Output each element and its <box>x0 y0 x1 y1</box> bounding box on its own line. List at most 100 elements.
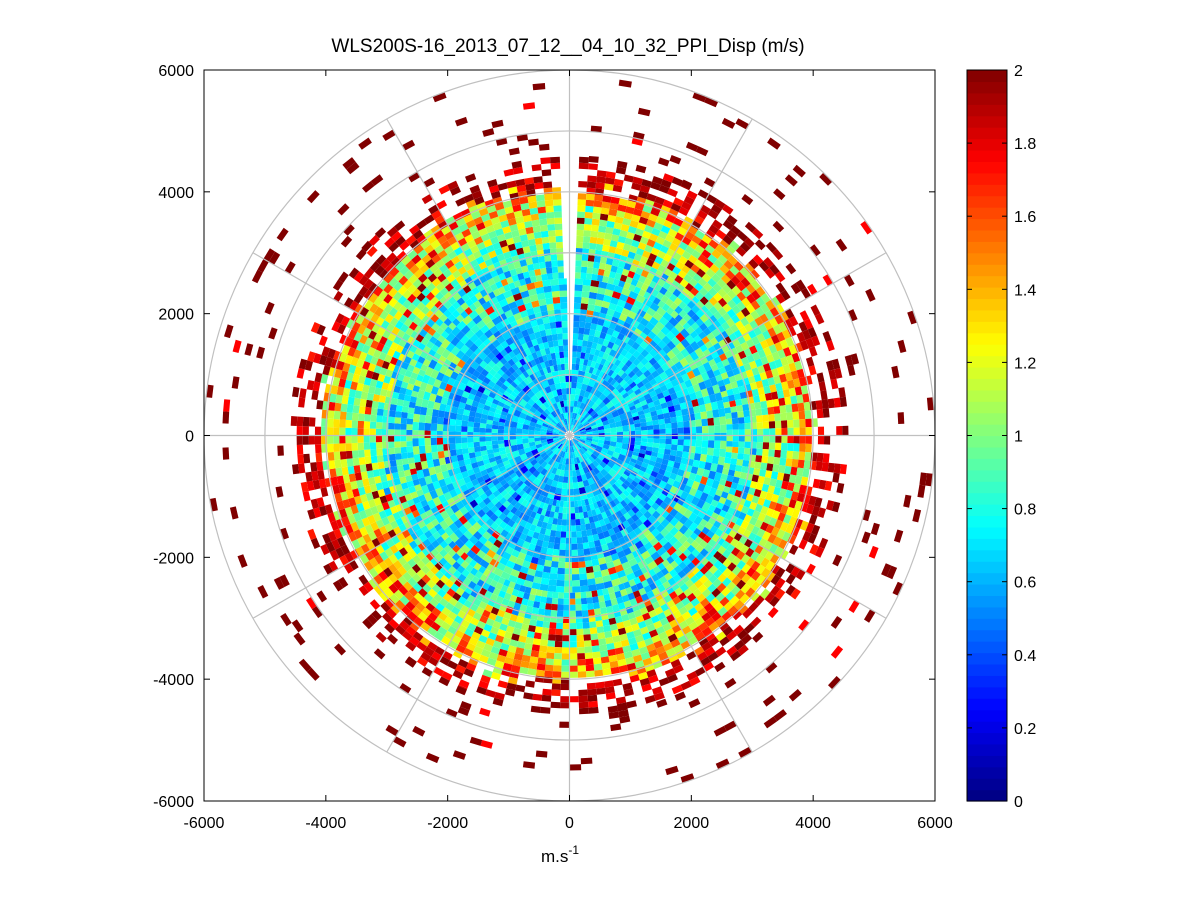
ppi-cell <box>592 502 599 510</box>
ppi-cell <box>680 457 688 465</box>
ppi-cell <box>690 264 700 274</box>
ppi-cell <box>510 498 518 507</box>
ppi-cell <box>664 443 672 450</box>
ppi-cell <box>460 552 469 561</box>
ppi-cell <box>501 598 510 607</box>
ppi-cell <box>681 236 692 246</box>
ppi-cell <box>644 361 653 370</box>
ppi-cell <box>665 234 675 243</box>
ppi-cell <box>646 272 655 281</box>
ppi-cell <box>686 370 696 380</box>
ppi-cell <box>683 216 694 226</box>
ppi-cell <box>465 398 474 406</box>
ppi-cell <box>627 338 636 347</box>
ppi-cell <box>407 611 418 622</box>
ppi-cell <box>591 639 599 647</box>
ppi-cell <box>724 498 733 507</box>
ppi-cell <box>434 339 443 348</box>
ppi-cell <box>732 423 739 430</box>
ppi-cell <box>479 615 489 624</box>
ppi-cell <box>388 297 398 308</box>
ppi-cell <box>413 592 424 603</box>
ppi-cell <box>345 419 352 428</box>
ppi-cell <box>649 316 659 327</box>
ppi-cell <box>548 413 555 420</box>
ppi-cell <box>539 645 548 653</box>
ppi-cell <box>669 568 678 578</box>
ppi-cell <box>544 255 552 262</box>
ppi-cell <box>558 432 565 435</box>
ppi-cell <box>711 249 722 260</box>
ppi-cell <box>730 585 741 596</box>
ppi-cell <box>469 473 477 482</box>
ppi-cell <box>540 460 548 469</box>
ppi-cell <box>763 320 773 331</box>
ppi-cell <box>441 470 450 479</box>
ppi-cell <box>617 550 626 559</box>
ppi-cell <box>373 296 384 307</box>
ppi-cell <box>694 631 706 642</box>
ppi-cell <box>339 526 348 537</box>
ppi-cell <box>477 402 485 410</box>
ppi-cell <box>551 419 558 425</box>
ppi-cell <box>437 220 449 230</box>
ppi-cell <box>674 556 683 566</box>
ppi-cell <box>699 539 708 549</box>
ppi-cell <box>722 567 732 578</box>
ppi-cell <box>506 511 515 520</box>
ppi-cell <box>737 417 745 424</box>
ppi-cell <box>389 267 400 278</box>
ppi-cell <box>644 663 655 672</box>
ppi-cell <box>527 516 535 525</box>
ppi-cell <box>738 511 747 521</box>
plot-area: -6000 -4000 -2000 0 2000 4000 6000600040002000… <box>153 63 953 832</box>
ppi-cell <box>586 431 593 435</box>
ppi-cell <box>531 219 540 227</box>
ppi-cell <box>647 515 657 524</box>
ppi-cell <box>359 334 368 345</box>
ppi-cell <box>402 552 413 563</box>
ppi-cell <box>406 424 413 430</box>
ppi-cell <box>493 539 503 549</box>
ppi-cell <box>447 611 458 621</box>
ppi-cell <box>340 370 349 380</box>
ppi-cell <box>474 446 481 453</box>
ppi-cell <box>431 254 442 264</box>
ppi-cell <box>781 427 788 436</box>
ppi-cell <box>559 400 565 408</box>
ppi-cell <box>448 221 459 231</box>
ppi-cell <box>632 350 641 359</box>
ppi-cell <box>547 517 554 524</box>
ppi-cell <box>648 486 657 495</box>
ppi-cell <box>686 592 697 603</box>
ppi-cell <box>416 560 426 570</box>
ppi-cell <box>405 327 414 337</box>
ppi-cell <box>633 286 642 295</box>
ppi-cell <box>425 570 435 580</box>
ppi-cell <box>641 430 648 435</box>
ppi-cell <box>397 393 406 401</box>
ppi-cell <box>587 510 593 518</box>
ppi-cell <box>411 297 421 308</box>
ppi-cell <box>640 422 647 427</box>
ppi-cell <box>414 325 423 334</box>
ppi-cell <box>655 523 665 533</box>
ppi-cell <box>552 591 559 599</box>
ppi-cell <box>388 447 395 455</box>
ppi-cell <box>641 438 648 443</box>
ppi-cell <box>726 543 736 553</box>
ppi-cell <box>636 353 645 362</box>
ppi-cell <box>374 554 384 565</box>
ppi-cell <box>668 208 679 218</box>
ppi-cell <box>457 407 465 415</box>
ppi-cell <box>483 388 491 396</box>
ppi-cell <box>631 454 639 461</box>
ppi-cell <box>778 397 786 406</box>
ppi-cell <box>730 406 738 413</box>
ppi-cell <box>499 479 508 487</box>
ppi-cell <box>502 200 513 209</box>
ppi-cell <box>713 551 723 560</box>
ppi-cell <box>765 560 776 572</box>
ppi-cell <box>582 364 587 372</box>
ppi-cell <box>676 445 684 452</box>
